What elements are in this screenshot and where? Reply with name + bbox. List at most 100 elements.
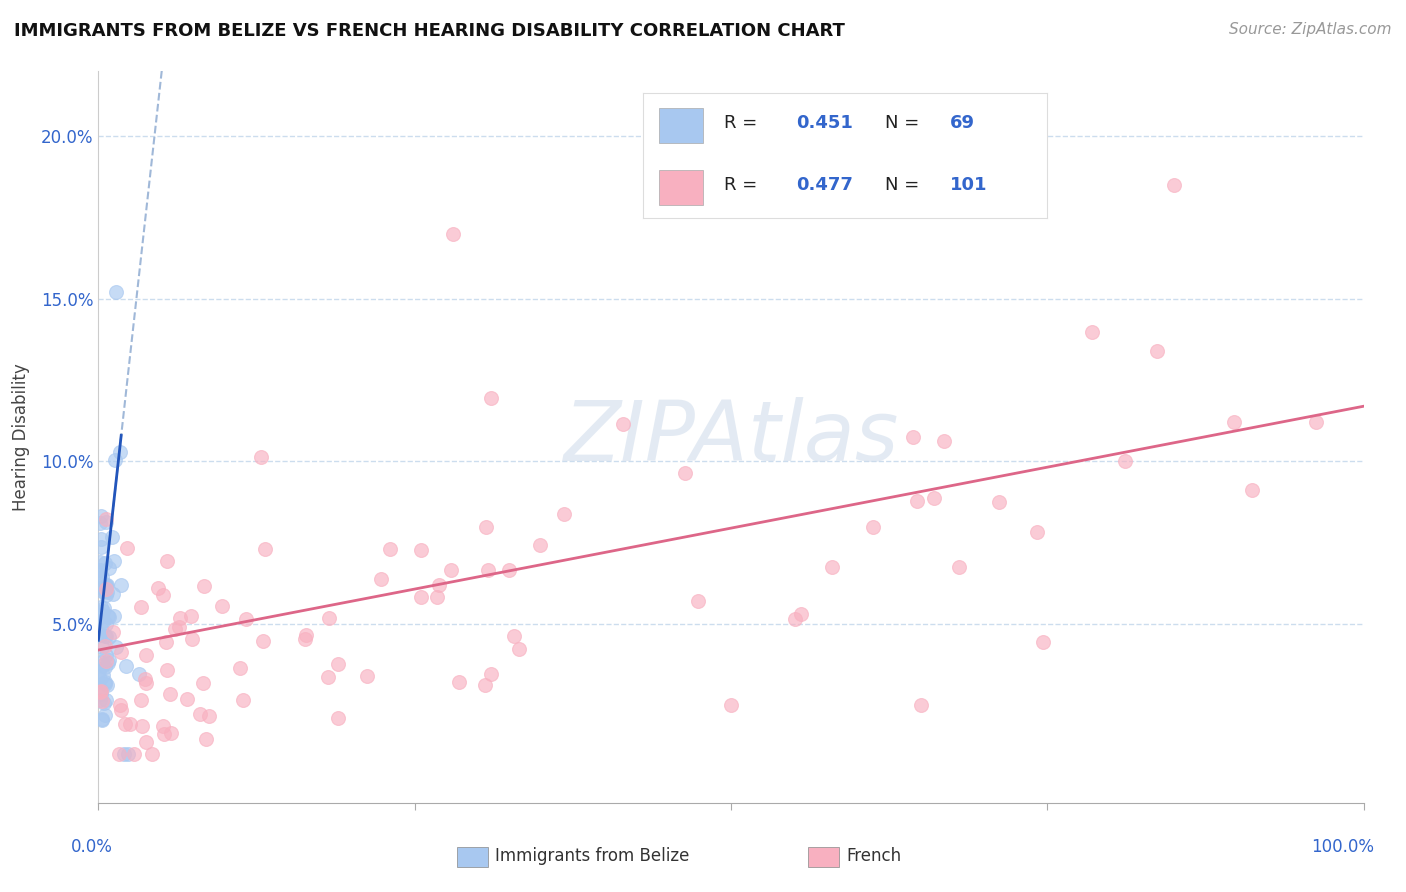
Point xyxy=(783,612,806,626)
Point xyxy=(89,665,111,679)
Point xyxy=(193,579,215,593)
Point xyxy=(253,542,276,557)
Point xyxy=(96,511,118,525)
Point xyxy=(90,655,112,669)
Point xyxy=(94,577,117,591)
Point xyxy=(165,622,187,636)
Point xyxy=(129,599,152,614)
Point xyxy=(117,747,139,761)
Point xyxy=(110,577,132,591)
Point xyxy=(90,533,112,547)
Point xyxy=(114,716,136,731)
Point xyxy=(94,629,117,643)
Text: 0.0%: 0.0% xyxy=(70,838,112,856)
Point xyxy=(160,725,183,739)
Point xyxy=(686,594,709,608)
Point xyxy=(378,541,401,556)
Point xyxy=(235,612,257,626)
Point xyxy=(426,590,449,604)
Point xyxy=(141,747,163,761)
Point xyxy=(167,619,190,633)
Point xyxy=(89,516,111,531)
Point xyxy=(905,494,928,508)
Point xyxy=(98,561,121,575)
Point xyxy=(115,541,138,555)
Point xyxy=(90,684,112,698)
Point xyxy=(129,693,152,707)
Point xyxy=(93,601,115,615)
Point xyxy=(94,648,117,662)
Point xyxy=(97,609,120,624)
Text: French: French xyxy=(846,847,901,865)
Point xyxy=(89,628,111,642)
Point xyxy=(91,614,114,628)
Point xyxy=(89,672,111,686)
Point xyxy=(441,227,464,241)
Point xyxy=(89,693,111,707)
Text: IMMIGRANTS FROM BELIZE VS FRENCH HEARING DISABILITY CORRELATION CHART: IMMIGRANTS FROM BELIZE VS FRENCH HEARING… xyxy=(14,22,845,40)
Point xyxy=(96,578,118,592)
Point xyxy=(103,609,125,624)
Point xyxy=(104,285,127,300)
Point xyxy=(356,669,378,683)
Point xyxy=(198,709,221,723)
Point xyxy=(477,563,499,577)
Point xyxy=(427,578,450,592)
Point xyxy=(104,452,127,467)
Point xyxy=(1305,415,1327,429)
Point xyxy=(93,584,115,599)
Point xyxy=(96,582,118,597)
Y-axis label: Hearing Disability: Hearing Disability xyxy=(11,363,30,511)
Point xyxy=(93,667,115,681)
Point xyxy=(987,495,1010,509)
Text: 100.0%: 100.0% xyxy=(1312,838,1374,856)
Point xyxy=(94,629,117,643)
Point xyxy=(110,645,132,659)
Point xyxy=(862,520,884,534)
Point xyxy=(211,599,233,614)
Point xyxy=(720,698,742,713)
Point xyxy=(250,450,273,464)
Point xyxy=(90,599,112,614)
Point xyxy=(1241,483,1264,497)
Point xyxy=(97,656,120,670)
Point xyxy=(89,610,111,624)
Point xyxy=(89,570,111,584)
Point xyxy=(89,682,111,697)
Point xyxy=(252,634,274,648)
Point xyxy=(110,703,132,717)
Point xyxy=(1114,454,1136,468)
Point xyxy=(101,530,124,544)
Point xyxy=(108,445,131,459)
Point xyxy=(89,556,111,570)
Point xyxy=(94,617,117,632)
Point xyxy=(901,430,924,444)
Point xyxy=(135,648,157,662)
Point xyxy=(948,560,970,574)
Point xyxy=(120,716,142,731)
Point xyxy=(232,693,254,707)
Point xyxy=(97,653,120,667)
Point xyxy=(97,630,120,644)
Point xyxy=(148,582,170,596)
Point xyxy=(1026,524,1049,539)
Point xyxy=(115,659,138,673)
Point xyxy=(96,579,118,593)
Text: Immigrants from Belize: Immigrants from Belize xyxy=(495,847,689,865)
Point xyxy=(90,694,112,708)
Point xyxy=(128,667,150,681)
Text: ZIPAtlas: ZIPAtlas xyxy=(564,397,898,477)
Point xyxy=(316,670,339,684)
Point xyxy=(112,747,135,761)
Point xyxy=(181,632,204,647)
Point xyxy=(1081,325,1104,339)
Point xyxy=(91,604,114,618)
Point xyxy=(294,628,316,642)
Point xyxy=(474,520,496,534)
Point xyxy=(318,611,340,625)
Point xyxy=(96,588,118,602)
Point xyxy=(90,584,112,599)
Point xyxy=(90,713,112,727)
Point xyxy=(176,691,198,706)
Point xyxy=(89,685,111,699)
